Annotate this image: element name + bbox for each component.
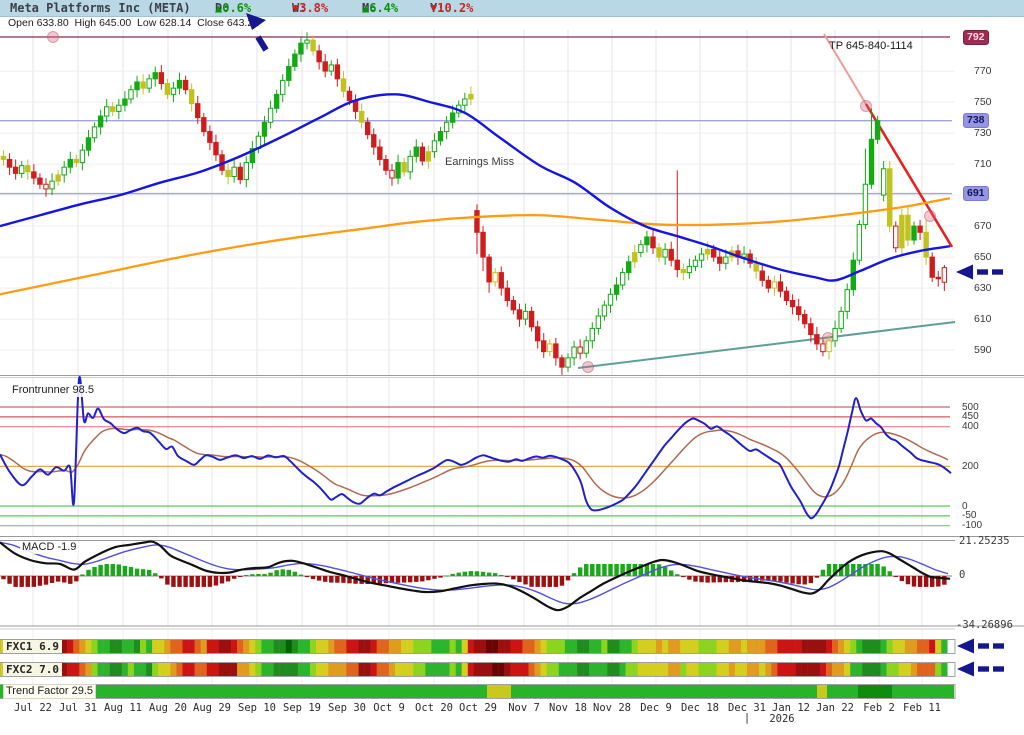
price-axis-label: 590 xyxy=(974,343,992,356)
frontrunner-lines xyxy=(0,375,952,520)
frontrunner-axis-label: -100 xyxy=(962,520,983,532)
price-axis-label: 670 xyxy=(974,219,992,232)
date-tick-label: Feb 11 xyxy=(903,702,941,714)
date-tick-label: Dec 9 xyxy=(640,702,672,714)
fxc2-label: FXC2 7.0 xyxy=(3,663,62,676)
price-alert-badge-792[interactable]: 792 xyxy=(963,29,989,45)
frontrunner-axis-label: 400 xyxy=(962,421,979,433)
date-tick-label: Sep 30 xyxy=(328,702,366,714)
macd-label: MACD -1.9 xyxy=(20,541,79,554)
frontrunner-axis-label: 500 xyxy=(962,401,979,413)
price-level-lines[interactable] xyxy=(0,36,952,195)
fxc2-heatbar xyxy=(0,662,956,677)
year-label: 2026 xyxy=(769,713,795,725)
target-price-annotation[interactable]: TP 645-840-1114 xyxy=(829,40,913,52)
macd-axis-top: 21.25235 xyxy=(959,535,1010,547)
date-tick-label: Jul 31 xyxy=(59,702,97,714)
date-tick-label: Nov 28 xyxy=(593,702,631,714)
ohlc-readout: Open 633.80 High 645.00 Low 628.14 Close… xyxy=(8,17,260,29)
macd-lines xyxy=(0,540,951,612)
year-tick-mark: | xyxy=(743,712,751,724)
date-tick-label: Nov 18 xyxy=(549,702,587,714)
date-tick-label: Jan 12 xyxy=(772,702,810,714)
trendlines[interactable] xyxy=(47,31,956,373)
date-tick-label: Oct 29 xyxy=(459,702,497,714)
frontrunner-axis-label: 200 xyxy=(962,460,979,472)
moving-averages xyxy=(0,93,951,296)
panel-borders xyxy=(0,16,1024,630)
price-axis-label: 610 xyxy=(974,312,992,325)
fxc1-heatbar xyxy=(0,639,956,654)
date-tick-label: Aug 29 xyxy=(193,702,231,714)
cursor-arrow[interactable] xyxy=(246,13,269,52)
date-tick-label: Aug 11 xyxy=(104,702,142,714)
macd-histogram xyxy=(1,564,947,587)
price-axis-label: 730 xyxy=(974,126,992,139)
date-tick-label: Jul 22 xyxy=(14,702,52,714)
price-axis-label: 750 xyxy=(974,95,992,108)
price-axis-label: 650 xyxy=(974,250,992,263)
fxc2-arrow[interactable] xyxy=(957,661,1004,677)
date-tick-label: Dec 31 xyxy=(728,702,766,714)
price-axis-label: 630 xyxy=(974,281,992,294)
frontrunner-axis-label: 0 xyxy=(962,500,968,512)
macd-axis-zero: 0 xyxy=(959,569,966,581)
date-tick-label: Dec 18 xyxy=(681,702,719,714)
date-tick-label: Sep 19 xyxy=(283,702,321,714)
price-close-arrow[interactable] xyxy=(956,264,1003,280)
ticker-title: Meta Platforms Inc (META) xyxy=(10,1,191,15)
frontrunner-label: Frontrunner 98.5 xyxy=(10,384,96,397)
trend-factor-label: Trend Factor 29.5 xyxy=(3,684,97,699)
earnings-miss-annotation[interactable]: Earnings Miss xyxy=(445,156,515,168)
price-axis-label: 710 xyxy=(974,157,992,170)
price-alert-badge-691[interactable]: 691 xyxy=(963,186,989,202)
fxc1-label: FXC1 6.9 xyxy=(3,640,62,653)
date-tick-label: Oct 20 xyxy=(415,702,453,714)
date-tick-label: Oct 9 xyxy=(373,702,405,714)
gridlines xyxy=(0,30,955,700)
frontrunner-axis-label: -50 xyxy=(962,510,977,522)
fxc1-arrow[interactable] xyxy=(957,638,1004,654)
price-alert-badge-738[interactable]: 738 xyxy=(963,113,989,129)
candlesticks[interactable] xyxy=(0,32,948,375)
frontrunner-axis-label: 450 xyxy=(962,411,979,423)
trend-factor-bar xyxy=(0,684,956,699)
date-tick-label: Aug 20 xyxy=(149,702,187,714)
date-tick-label: Nov 7 xyxy=(508,702,540,714)
date-tick-label: Feb 2 xyxy=(863,702,895,714)
macd-axis-bottom: -34.26896 xyxy=(956,619,1013,631)
price-axis-label: 770 xyxy=(974,64,992,77)
date-tick-label: Jan 22 xyxy=(816,702,854,714)
frontrunner-levels xyxy=(0,406,950,527)
date-tick-label: Sep 10 xyxy=(238,702,276,714)
title-bar: Meta Platforms Inc (META) D: ▲0.6% W: ▼3.8%… xyxy=(0,0,1024,17)
